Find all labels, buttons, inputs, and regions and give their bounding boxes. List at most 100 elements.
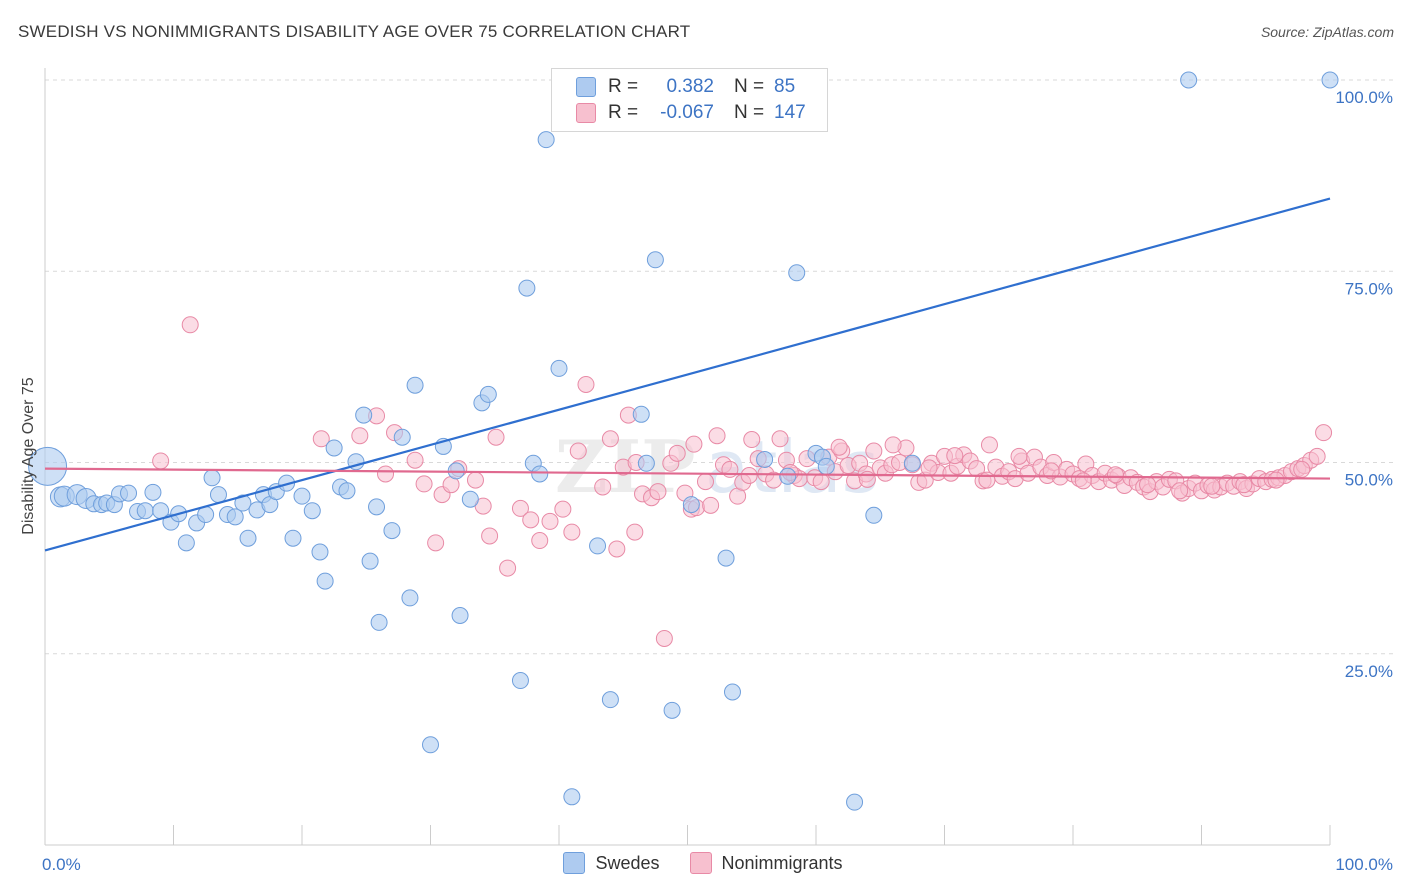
nonimmigrants-point bbox=[858, 470, 876, 488]
swedes-point bbox=[406, 376, 424, 394]
y-axis-title: Disability Age Over 75 bbox=[20, 377, 37, 535]
legend-nonimmigrants-label: Nonimmigrants bbox=[721, 852, 843, 873]
nonimmigrants-point bbox=[743, 431, 761, 449]
nonimmigrants-point bbox=[554, 500, 572, 518]
swedes-point bbox=[817, 457, 835, 475]
swedes-point bbox=[144, 483, 162, 501]
series-legend: Swedes Nonimmigrants bbox=[0, 852, 1406, 874]
legend-item-swedes: Swedes bbox=[563, 852, 660, 874]
swedes-point bbox=[355, 406, 373, 424]
swedes-point bbox=[479, 385, 497, 403]
swedes-point bbox=[589, 537, 607, 555]
nonimmigrants-point bbox=[563, 523, 581, 541]
swedes-point bbox=[293, 487, 311, 505]
swedes-point bbox=[368, 498, 386, 516]
swedes-point bbox=[338, 482, 356, 500]
grid-lines bbox=[45, 79, 1395, 655]
swedes-point bbox=[239, 529, 257, 547]
swedes-point bbox=[646, 251, 664, 269]
swedes-point bbox=[846, 793, 864, 811]
swedes-point bbox=[316, 572, 334, 590]
swedes-point bbox=[717, 549, 735, 567]
nonimmigrants-point bbox=[1315, 424, 1333, 442]
nonimmigrants-point bbox=[152, 452, 170, 470]
swedes-point bbox=[234, 494, 252, 512]
swedes-point bbox=[311, 543, 329, 561]
x-tick-label: 100.0% bbox=[1335, 855, 1393, 874]
nonimmigrants-point bbox=[655, 629, 673, 647]
nonimmigrants-point bbox=[771, 430, 789, 448]
nonimmigrants-point bbox=[351, 427, 369, 445]
legend-swedes-label: Swedes bbox=[595, 852, 660, 873]
nonimmigrants-point bbox=[1171, 482, 1189, 500]
nonimmigrants-point bbox=[1293, 460, 1311, 478]
swedes-point bbox=[209, 486, 227, 504]
nonimmigrants-point bbox=[702, 496, 720, 514]
nonimmigrants-point bbox=[511, 499, 529, 517]
swedes-point bbox=[177, 534, 195, 552]
nonimmigrants-point bbox=[531, 532, 549, 550]
nonimmigrants-trend-line bbox=[44, 467, 1331, 480]
nonimmigrants-point bbox=[415, 475, 433, 493]
swedes-point bbox=[663, 701, 681, 719]
chart-title: SWEDISH VS NONIMMIGRANTS DISABILITY AGE … bbox=[18, 22, 691, 41]
legend-r-value: 0.382 bbox=[666, 76, 714, 97]
nonimmigrants-point bbox=[427, 534, 445, 552]
nonimmigrants-point bbox=[708, 427, 726, 445]
axis-labels: 25.0% 50.0% 75.0% 100.0% 0.0% 100.0% Disabilit… bbox=[20, 88, 1393, 874]
nonimmigrants-point bbox=[649, 483, 667, 501]
nonimmigrants-point bbox=[499, 559, 517, 577]
nonimmigrants-point bbox=[1074, 472, 1092, 490]
y-tick-label: 100.0% bbox=[1335, 88, 1393, 107]
trend-lines bbox=[44, 197, 1331, 552]
nonimmigrants-point bbox=[541, 512, 559, 530]
correlation-legend: R = 0.382 N = 85 R = -0.067 N = 147 bbox=[551, 68, 828, 132]
swedes-swatch bbox=[576, 77, 596, 97]
nonimmigrants-point bbox=[406, 451, 424, 469]
legend-r-label: R = bbox=[608, 102, 639, 123]
swedes-point bbox=[601, 691, 619, 709]
x-tick-label: 0.0% bbox=[42, 855, 81, 874]
swedes-point bbox=[531, 465, 549, 483]
nonimmigrants-point bbox=[522, 511, 540, 529]
swedes-point bbox=[682, 496, 700, 514]
swedes-point bbox=[723, 683, 741, 701]
swedes-point bbox=[779, 467, 797, 485]
nonimmigrants-point bbox=[466, 471, 484, 489]
swedes-point bbox=[226, 508, 244, 526]
swedes-trend-line bbox=[44, 197, 1331, 552]
swedes-points bbox=[28, 71, 1339, 811]
swedes-point bbox=[401, 589, 419, 607]
nonimmigrants-point bbox=[377, 465, 395, 483]
nonimmigrants-point bbox=[1010, 447, 1028, 465]
swedes-point bbox=[637, 454, 655, 472]
nonimmigrants-point bbox=[685, 435, 703, 453]
swedes-point bbox=[788, 264, 806, 282]
nonimmigrants-point bbox=[481, 527, 499, 545]
legend-n-label: N = bbox=[734, 76, 765, 97]
swedes-point bbox=[422, 736, 439, 754]
legend-r-value: -0.067 bbox=[660, 102, 714, 123]
nonimmigrants-swatch bbox=[689, 852, 712, 874]
swedes-point bbox=[903, 454, 921, 472]
nonimmigrants-point bbox=[920, 459, 938, 477]
nonimmigrants-point bbox=[487, 428, 505, 446]
swedes-point bbox=[28, 446, 68, 486]
nonimmigrants-point bbox=[1106, 466, 1124, 484]
nonimmigrants-swatch bbox=[576, 103, 596, 123]
legend-n-value: 85 bbox=[774, 76, 796, 97]
swedes-point bbox=[550, 359, 568, 377]
legend-row-nonimmigrants: R = -0.067 N = 147 bbox=[576, 101, 806, 125]
nonimmigrants-point bbox=[577, 375, 595, 393]
nonimmigrants-point bbox=[181, 316, 199, 334]
nonimmigrants-point bbox=[569, 442, 587, 460]
source-label: Source: ZipAtlas.com bbox=[1260, 24, 1394, 40]
swedes-swatch bbox=[563, 852, 586, 874]
nonimmigrants-point bbox=[830, 438, 848, 456]
nonimmigrants-point bbox=[1267, 471, 1285, 489]
nonimmigrants-point bbox=[608, 540, 626, 558]
swedes-point bbox=[756, 450, 774, 468]
swedes-point bbox=[303, 502, 321, 520]
nonimmigrants-points bbox=[152, 316, 1333, 647]
swedes-point bbox=[461, 490, 479, 508]
